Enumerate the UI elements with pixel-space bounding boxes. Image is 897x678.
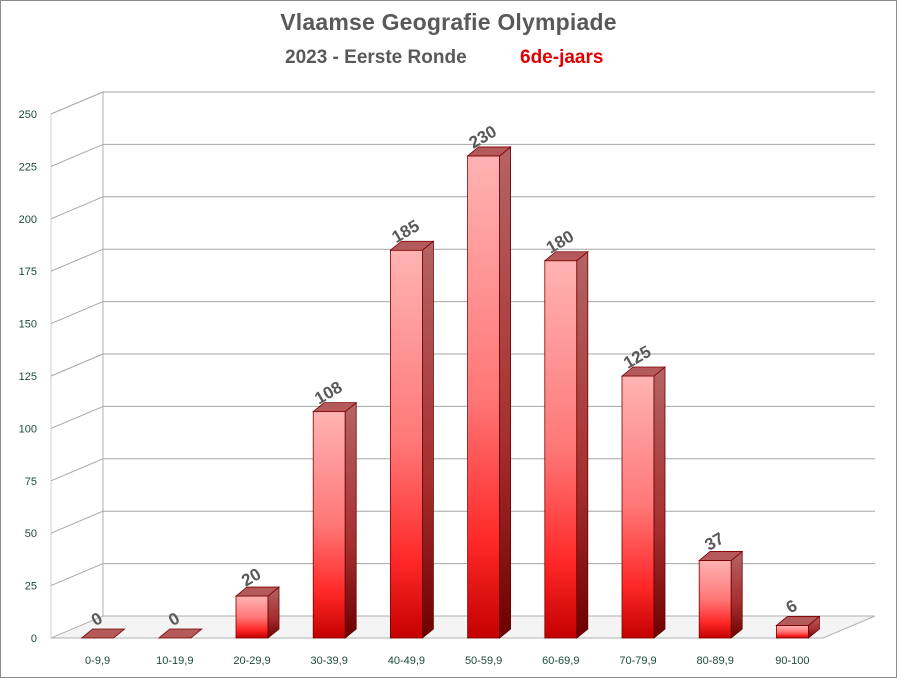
y-tick-label: 0 [31,633,37,645]
bar-side [730,550,743,639]
bar [80,628,126,639]
gridline-depth [50,301,104,325]
bar [234,586,281,639]
bar-side [653,366,666,639]
bar-front [235,595,269,639]
bar-front [776,625,809,639]
bar [543,250,589,639]
x-tick-label: 50-59,9 [465,655,502,667]
y-tick-label: 50 [25,528,37,540]
x-tick-label: 0-9,9 [85,655,110,667]
bar-front [544,260,578,639]
x-tick-label: 30-39,9 [311,655,348,667]
bar [312,401,358,639]
gridline-depth [50,353,104,377]
bar-top [466,146,512,157]
gridline-depth [50,563,104,587]
y-tick-label: 225 [19,161,37,173]
y-tick-label: 175 [19,266,37,278]
gridline-depth [50,405,104,429]
x-tick-label: 40-49,9 [388,655,425,667]
bar-front [312,411,346,639]
data-label: 20 [238,564,264,590]
bar-front [467,155,501,639]
bar-side [576,250,589,639]
bar-top [543,251,589,262]
bar-top [698,551,744,561]
gridline-depth [50,91,104,115]
bar-front [698,560,732,639]
y-tick-label: 75 [25,476,37,488]
bar [698,550,744,639]
y-tick-label: 100 [19,423,37,435]
x-tick-label: 10-19,9 [156,655,193,667]
y-tick-label: 25 [25,581,37,593]
bar-top [80,628,126,639]
bar-top [775,616,821,626]
y-tick-label: 250 [19,109,37,121]
bar-layer [80,146,821,639]
grid-layer [50,91,876,639]
bar-side [499,146,512,639]
bar-top [312,402,358,413]
gridline-depth [50,248,104,272]
bar-top [157,628,203,639]
bar-top [389,240,435,251]
gridline-depth [50,196,104,220]
bar-side [421,240,434,639]
bar-front [389,249,423,639]
gridline-depth [50,143,104,167]
bar-side [344,401,357,639]
tick-layer: 0 25 50 75 100 125 150 175 200 225 250 0-9,9 10-19,9… [19,109,810,667]
y-tick-label: 125 [19,371,37,383]
bar [620,366,667,639]
bar [389,240,435,639]
x-tick-label: 70-79,9 [619,655,656,667]
gridline-depth [50,510,104,534]
x-tick-label: 90-100 [775,655,809,667]
bar-top [620,366,667,377]
y-tick-label: 150 [19,319,37,331]
chart-subtitle-category: 6de-jaars [520,47,604,68]
bar [775,615,821,639]
x-tick-label: 60-69,9 [542,655,579,667]
x-tick-label: 20-29,9 [233,655,270,667]
bar [466,146,512,639]
chart-title: Vlaamse Geografie Olympiade [280,9,617,35]
bar [157,628,203,639]
data-label: 37 [702,529,728,555]
x-tick-label: 80-89,9 [697,655,734,667]
y-tick-label: 200 [19,214,37,226]
chart-subtitle-edition: 2023 - Eerste Ronde [285,47,467,68]
bar-top [234,586,281,597]
gridline-depth [50,458,104,482]
bar-front [621,375,655,639]
data-label: 6 [783,596,801,617]
